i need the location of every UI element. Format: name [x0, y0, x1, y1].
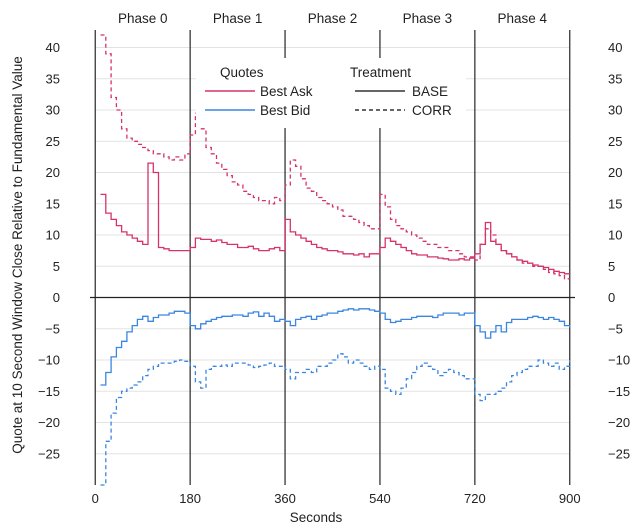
x-tick-label: 720	[464, 491, 486, 506]
x-axis-title: Seconds	[290, 510, 343, 525]
tick-labels: −25 −20 −15 −10 −5 0 5 10 15 20 25 30 35 40 −25 −20 −15 −…	[38, 40, 630, 506]
phase-label: Phase 2	[308, 11, 358, 26]
y-tick-label-right: 35	[608, 71, 622, 86]
series-best-bid-base	[100, 308, 571, 386]
y-tick-label-left: 35	[46, 71, 60, 86]
y-tick-label-left: 15	[46, 196, 60, 211]
legend-title-treatment: Treatment	[350, 65, 411, 80]
y-tick-label-right: −20	[608, 415, 630, 430]
y-tick-label-right: −25	[608, 446, 630, 461]
phase-label: Phase 3	[403, 11, 453, 26]
legend-title-quotes: Quotes	[220, 65, 264, 80]
y-tick-label-right: 10	[608, 228, 622, 243]
y-tick-label-left: 0	[53, 290, 60, 305]
legend: Quotes Treatment Best Ask Best Bid BASE …	[196, 58, 466, 128]
y-tick-label-right: 20	[608, 165, 622, 180]
y-tick-label-left: 25	[46, 134, 60, 149]
y-tick-label-left: 40	[46, 40, 60, 55]
series-lines	[100, 34, 571, 486]
phase-labels: Phase 0 Phase 1 Phase 2 Phase 3 Phase 4	[118, 11, 548, 26]
x-tick-label: 360	[274, 491, 296, 506]
y-tick-label-left: −20	[38, 415, 60, 430]
y-tick-label-left: −25	[38, 446, 60, 461]
phase-label: Phase 0	[118, 11, 168, 26]
y-tick-label-left: −5	[45, 321, 60, 336]
x-tick-label: 900	[559, 491, 581, 506]
y-tick-label-right: −10	[608, 353, 630, 368]
y-tick-label-left: 20	[46, 165, 60, 180]
y-tick-label-left: 5	[53, 259, 60, 274]
phase-label: Phase 4	[498, 11, 548, 26]
legend-label-best-bid: Best Bid	[260, 103, 310, 118]
y-tick-label-right: 5	[608, 259, 615, 274]
grid-lines	[95, 47, 570, 455]
y-tick-label-left: −15	[38, 384, 60, 399]
x-tick-label: 180	[179, 491, 201, 506]
series-best-ask-corr	[100, 34, 570, 280]
legend-label-best-ask: Best Ask	[260, 84, 313, 99]
y-tick-label-left: −10	[38, 353, 60, 368]
y-tick-label-right: 15	[608, 196, 622, 211]
x-tick-label: 0	[92, 491, 99, 506]
y-tick-label-right: −15	[608, 384, 630, 399]
y-tick-label-right: 30	[608, 103, 622, 118]
legend-label-corr: CORR	[412, 103, 452, 118]
series-best-ask-base	[100, 162, 570, 275]
y-tick-label-left: 10	[46, 228, 60, 243]
y-tick-label-left: 30	[46, 103, 60, 118]
y-tick-label-right: 0	[608, 290, 615, 305]
x-tick-label: 540	[369, 491, 391, 506]
y-tick-label-right: 25	[608, 134, 622, 149]
y-tick-label-right: −5	[608, 321, 623, 336]
y-tick-label-right: 40	[608, 40, 622, 55]
phase-label: Phase 1	[213, 11, 263, 26]
legend-label-base: BASE	[412, 84, 448, 99]
legend-background	[196, 58, 466, 128]
series-best-bid-corr	[100, 353, 571, 486]
y-axis-title: Quote at 10 Second Window Close Relative…	[10, 56, 25, 453]
